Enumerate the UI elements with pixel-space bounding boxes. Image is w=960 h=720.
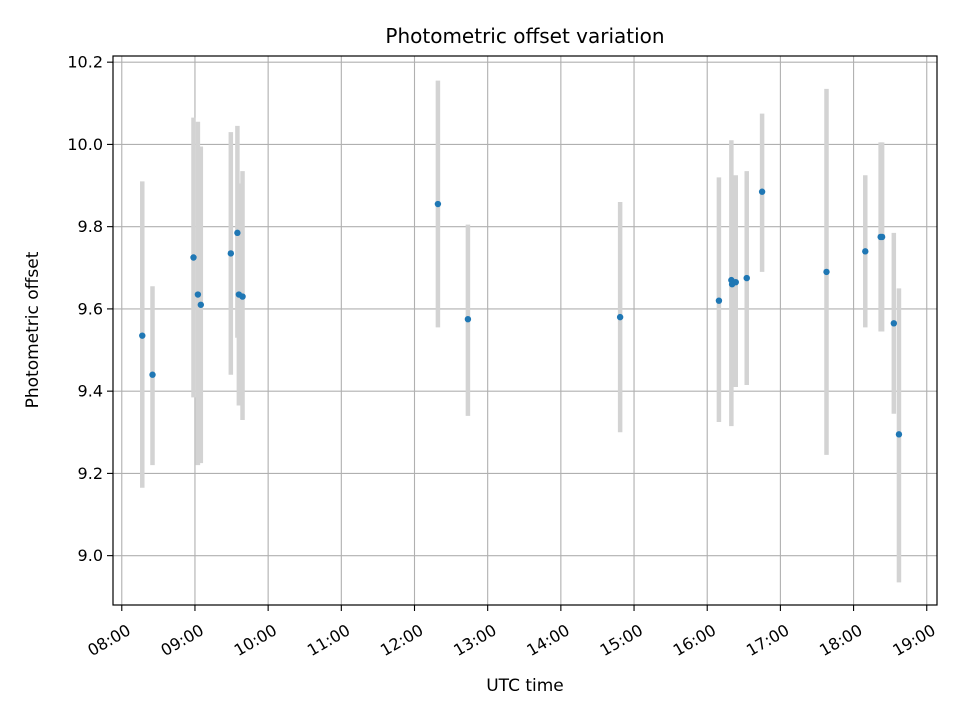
- y-tick-label: 10.2: [67, 53, 103, 72]
- data-point: [227, 250, 235, 257]
- y-tick-label: 9.0: [78, 546, 103, 565]
- data-points: [139, 188, 903, 438]
- x-tick-label: 15:00: [597, 620, 646, 660]
- data-point: [197, 301, 205, 308]
- x-tick-label: 19:00: [889, 620, 938, 660]
- y-axis-ticks: 9.0 9.2 9.4 9.6 9.8 10.0 10.2: [67, 53, 113, 565]
- data-point: [862, 248, 869, 255]
- data-point: [890, 320, 898, 327]
- data-point: [715, 297, 723, 304]
- data-point: [616, 313, 624, 321]
- x-tick-label: 08:00: [84, 620, 133, 660]
- data-point: [194, 291, 202, 298]
- x-tick-label: 10:00: [231, 620, 280, 660]
- data-point: [743, 274, 750, 282]
- chart-title: Photometric offset variation: [385, 24, 664, 48]
- data-point: [239, 293, 246, 300]
- data-point: [464, 315, 472, 323]
- x-axis-ticks: 08:00 09:00 10:00 11:00 12:00 13:00 14:00 15:00…: [84, 605, 939, 660]
- grid-lines: [113, 56, 937, 605]
- x-tick-label: 16:00: [670, 620, 719, 660]
- x-tick-label: 18:00: [816, 620, 865, 660]
- plot-frame: [112, 55, 938, 606]
- y-tick-label: 9.8: [78, 217, 103, 236]
- error-bars: [140, 80, 902, 583]
- data-point: [895, 431, 903, 438]
- x-axis-label: UTC time: [486, 676, 564, 696]
- data-point: [234, 229, 241, 237]
- x-tick-label: 11:00: [304, 620, 353, 660]
- y-axis-label: Photometric offset: [23, 251, 43, 408]
- y-tick-label: 10.0: [67, 135, 103, 154]
- y-tick-label: 9.6: [78, 299, 103, 318]
- data-point: [758, 188, 766, 195]
- y-tick-label: 9.4: [78, 382, 103, 401]
- x-tick-label: 09:00: [158, 620, 207, 660]
- x-tick-label: 12:00: [377, 620, 426, 660]
- x-tick-label: 13:00: [450, 620, 499, 660]
- data-point: [190, 254, 197, 261]
- data-point: [149, 371, 156, 378]
- data-point: [878, 233, 886, 241]
- data-point: [732, 278, 739, 286]
- data-point: [434, 200, 442, 208]
- data-point: [139, 332, 146, 339]
- data-point: [823, 268, 830, 276]
- x-tick-label: 14:00: [523, 620, 572, 660]
- y-tick-label: 9.2: [78, 464, 103, 483]
- x-tick-label: 17:00: [743, 620, 792, 660]
